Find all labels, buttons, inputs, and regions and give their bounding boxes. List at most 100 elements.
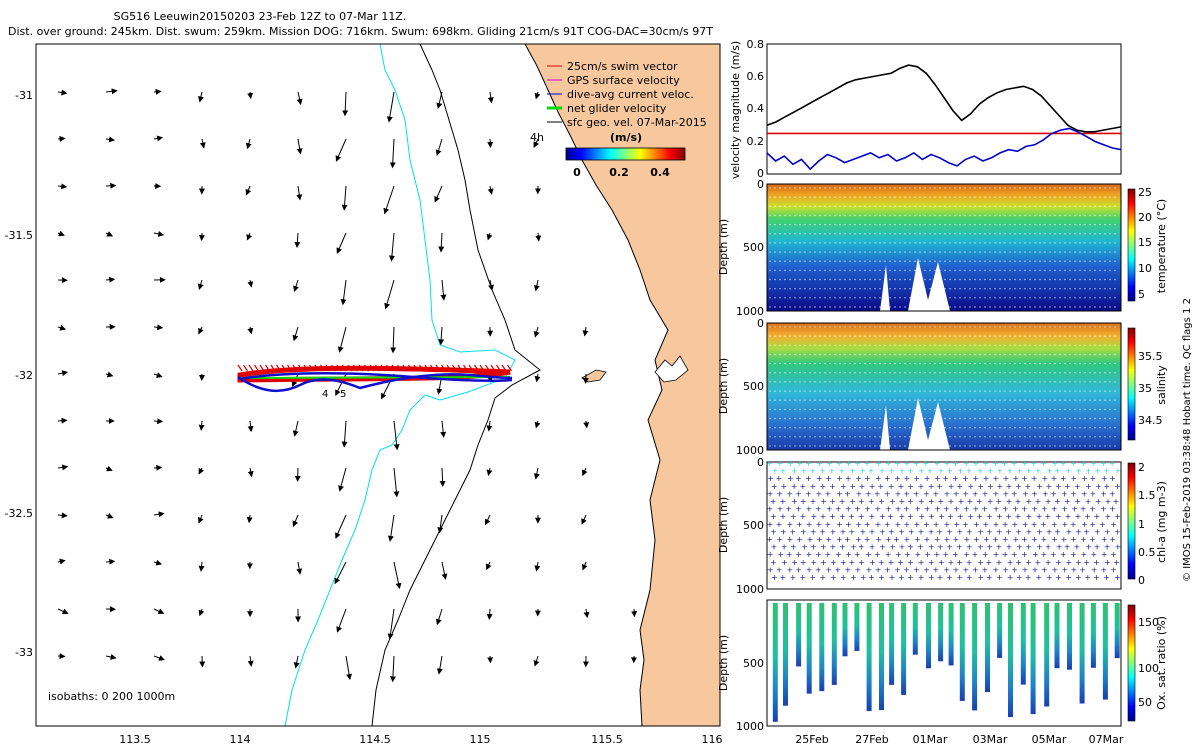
swim-vector-tick bbox=[490, 364, 496, 372]
sample-point bbox=[804, 335, 806, 337]
sample-point bbox=[899, 390, 901, 392]
sample-point bbox=[1089, 278, 1091, 281]
sample-point bbox=[864, 399, 866, 401]
sample-point bbox=[1034, 381, 1036, 383]
chart-subtitle: Dist. over ground: 245km. Dist. swum: 25… bbox=[8, 25, 713, 38]
vel-y-tick: 0.4 bbox=[747, 102, 765, 115]
chart-title: SG516 Leeuwin20150203 23-Feb 12Z to 07-M… bbox=[113, 10, 407, 23]
sample-point bbox=[804, 214, 806, 217]
sample-point bbox=[1064, 381, 1066, 383]
sample-point bbox=[769, 251, 771, 253]
sample-point bbox=[1059, 233, 1061, 235]
sample-point bbox=[969, 260, 971, 262]
sample-point bbox=[899, 306, 901, 308]
velocity-arrow bbox=[387, 608, 395, 640]
velocity-arrow bbox=[57, 324, 67, 331]
velocity-arrow bbox=[292, 420, 299, 437]
sample-point bbox=[849, 205, 851, 207]
sample-point bbox=[994, 390, 996, 392]
sample-point bbox=[1114, 372, 1116, 374]
sample-point bbox=[769, 326, 771, 328]
velocity-arrow bbox=[533, 279, 540, 292]
sample-point bbox=[879, 223, 881, 226]
swim-vector-tick bbox=[265, 364, 270, 372]
chla-sample: + bbox=[869, 543, 876, 552]
sample-point bbox=[1019, 205, 1021, 207]
sample-point bbox=[1094, 205, 1096, 207]
glider-track bbox=[237, 364, 513, 392]
chla-sample: + bbox=[877, 482, 884, 491]
sample-point bbox=[964, 408, 966, 411]
sample-point bbox=[784, 205, 786, 207]
sample-point bbox=[1039, 233, 1041, 235]
sample-point bbox=[769, 436, 771, 438]
sample-point bbox=[799, 362, 801, 365]
sample-point bbox=[854, 326, 856, 328]
velocity-arrow bbox=[57, 512, 68, 519]
sample-point bbox=[864, 362, 866, 365]
sample-point bbox=[964, 335, 966, 337]
chla-sample: + bbox=[1025, 467, 1032, 476]
sample-point bbox=[904, 196, 906, 198]
chla-sample: + bbox=[839, 543, 846, 552]
sample-point bbox=[1084, 187, 1086, 189]
chla-sample: + bbox=[928, 543, 935, 552]
sample-point bbox=[834, 326, 836, 328]
sample-point bbox=[889, 362, 891, 365]
oxygen-profile bbox=[972, 603, 978, 711]
velocity-arrow bbox=[583, 420, 590, 429]
sample-point bbox=[904, 390, 906, 392]
sample-point bbox=[1069, 269, 1071, 272]
chla-sample: + bbox=[918, 527, 925, 536]
sample-point bbox=[914, 223, 916, 226]
sample-point bbox=[954, 362, 956, 365]
sample-point bbox=[974, 278, 976, 281]
chla-sample: + bbox=[1045, 497, 1052, 506]
chla-sample: + bbox=[820, 497, 827, 506]
sample-point bbox=[929, 326, 931, 328]
sample-point bbox=[969, 306, 971, 308]
sample-point bbox=[809, 362, 811, 365]
sample-point bbox=[924, 381, 926, 383]
chla-sample: + bbox=[825, 565, 832, 574]
sample-point bbox=[824, 223, 826, 226]
chla-sample: + bbox=[1090, 489, 1097, 498]
sample-point bbox=[994, 399, 996, 401]
sample-point bbox=[1034, 353, 1036, 356]
chla-sample: + bbox=[1021, 474, 1028, 483]
sample-point bbox=[779, 297, 781, 299]
sample-point bbox=[824, 408, 826, 411]
sample-point bbox=[774, 196, 776, 198]
sample-point bbox=[784, 297, 786, 299]
chla-sample: + bbox=[967, 512, 974, 521]
chla-sample: + bbox=[987, 482, 994, 491]
sample-point bbox=[894, 445, 896, 447]
sample-point bbox=[1079, 306, 1081, 308]
sample-point bbox=[799, 187, 801, 189]
map-legend: 25cm/s swim vector GPS surface velocity … bbox=[530, 60, 707, 179]
sample-point bbox=[929, 205, 931, 207]
sample-point bbox=[1064, 233, 1066, 235]
sample-point bbox=[1094, 436, 1096, 438]
sample-point bbox=[1034, 187, 1036, 189]
chla-sample: + bbox=[924, 505, 931, 514]
chla-sample: + bbox=[907, 497, 914, 506]
chla-sample: + bbox=[826, 505, 833, 514]
sample-point bbox=[879, 297, 881, 299]
sample-point bbox=[849, 260, 851, 262]
sample-point bbox=[1059, 344, 1061, 346]
sample-point bbox=[1094, 278, 1096, 281]
sample-point bbox=[939, 187, 941, 189]
sample-point bbox=[1004, 223, 1006, 226]
chla-sample: + bbox=[780, 527, 787, 536]
chla-sample: + bbox=[956, 573, 963, 582]
sample-point bbox=[929, 390, 931, 392]
sample-point bbox=[799, 214, 801, 217]
sample-point bbox=[834, 445, 836, 447]
oxygen-profile bbox=[997, 603, 1003, 658]
sample-point bbox=[1034, 399, 1036, 401]
chla-sample: + bbox=[927, 467, 934, 476]
sample-point bbox=[899, 445, 901, 447]
chla-sample: + bbox=[878, 497, 885, 506]
sample-point bbox=[1114, 399, 1116, 401]
